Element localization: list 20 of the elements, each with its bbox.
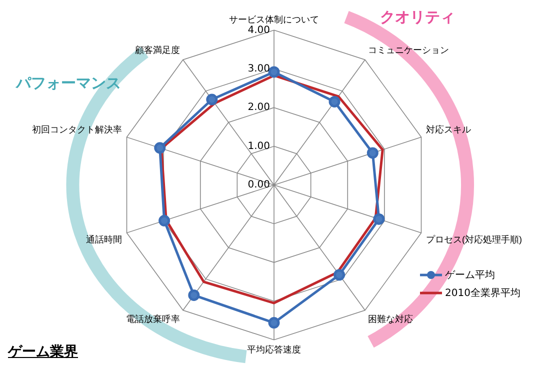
spoke-label: 対応スキル xyxy=(426,124,472,135)
y-tick-label: 1.00 xyxy=(248,140,270,152)
spoke-label: 通話時間 xyxy=(86,234,122,244)
text: クオリティ xyxy=(380,8,455,27)
spoke-label: 平均応答速度 xyxy=(247,344,301,355)
spoke-label: 困難な対応 xyxy=(368,314,413,324)
spoke-label: コミュニケーション xyxy=(368,44,449,55)
legend-label: 2010全業界平均 xyxy=(445,286,520,300)
y-tick-label: 3.00 xyxy=(248,63,270,74)
spoke-label: サービス体制について xyxy=(229,14,319,24)
y-tick-label: 2.00 xyxy=(248,102,270,114)
spoke-label: 初回コンタクト解決率 xyxy=(32,124,122,135)
spoke-label: 顧客満足度 xyxy=(135,44,180,55)
y-tick-label: 0.00 xyxy=(248,180,270,191)
text: ゲーム業界 xyxy=(8,343,78,361)
text: パフォーマンス xyxy=(16,74,121,93)
spoke-label: プロセス(対応処理手順) xyxy=(426,234,522,244)
y-tick-label: 4.00 xyxy=(248,24,270,36)
legend-label: ゲーム平均 xyxy=(445,269,495,282)
spoke-label: 電話放棄呼率 xyxy=(126,314,180,324)
